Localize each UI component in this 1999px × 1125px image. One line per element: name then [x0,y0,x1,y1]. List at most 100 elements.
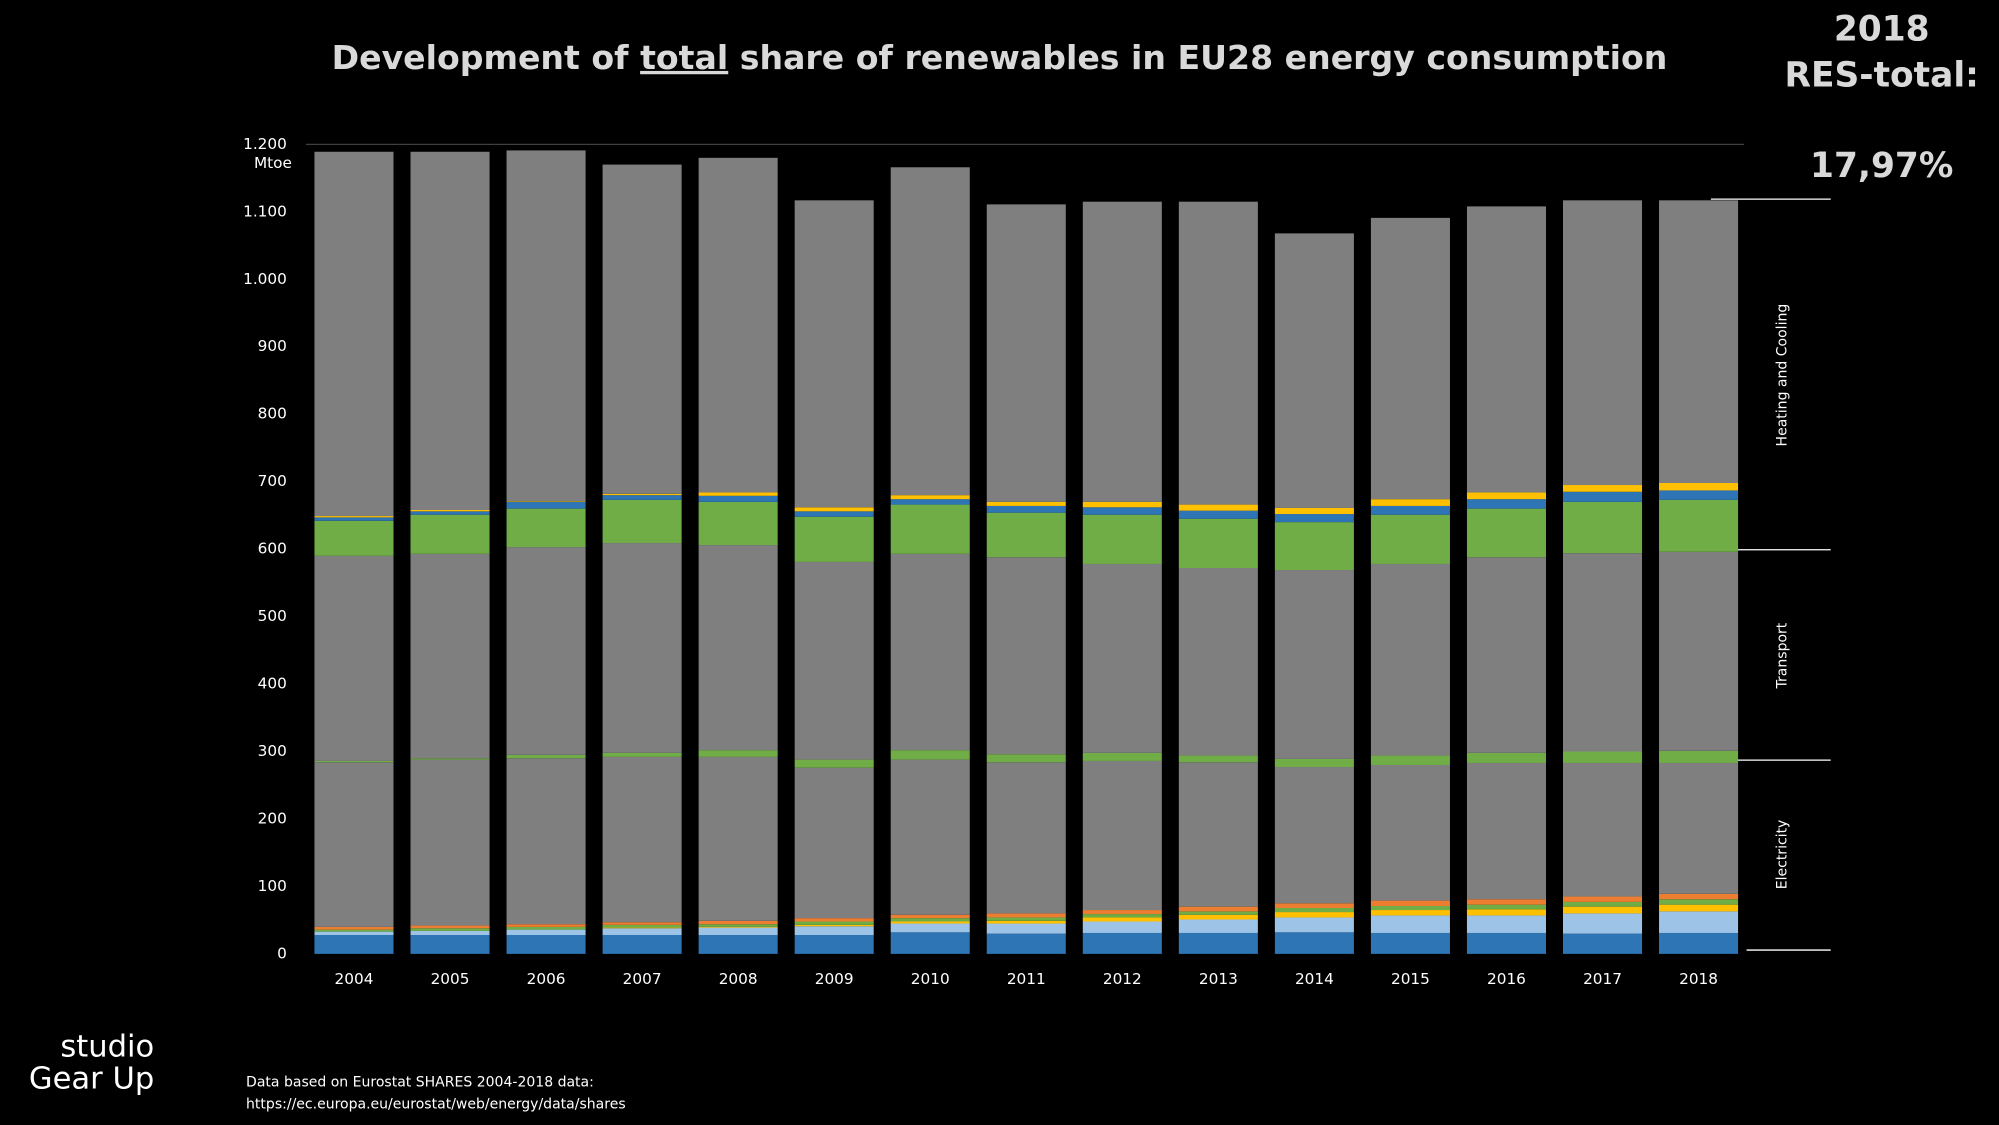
y-tick-label: 1.200 [243,135,287,153]
bar-segment [1082,507,1162,515]
bar-segment [1370,514,1450,564]
y-tick-label: 100 [258,877,287,895]
y-tick-label: 700 [258,472,287,490]
bar-segment [1466,932,1546,954]
bar-segment [890,914,970,919]
bar-segment [698,926,778,928]
bar-segment [1370,755,1450,765]
bar-segment [1274,903,1354,909]
bar-segment [1178,906,1258,912]
x-tick-label: 2005 [431,970,470,988]
bar-segment [1082,914,1162,918]
bar-segment [1659,762,1739,894]
bar-segment [794,918,874,922]
bar-segment [1274,908,1354,913]
bar-segment [1178,568,1258,756]
bar-segment [1659,911,1739,933]
bar-segment [1659,551,1739,751]
bar-segment [1466,206,1546,493]
sector-label: Heating and Cooling [1774,304,1790,447]
bar-segment [794,516,874,562]
x-tick-label: 2014 [1295,970,1334,988]
bar-segment [986,512,1066,558]
bar-segment [986,933,1066,954]
bar-segment [1178,518,1258,569]
bar-segment [314,520,394,556]
bar-segment [1082,760,1162,911]
bar-segment [506,547,586,755]
bar-segment [410,151,490,510]
bar-segment [1082,752,1162,761]
bar-segment [698,157,778,493]
bar-segment [986,557,1066,755]
sector-label: Electricity [1774,820,1790,890]
y-tick-label: 1.100 [243,202,287,220]
bar-segment [698,927,778,935]
bar-segment [1082,910,1162,915]
bar-segment [890,167,970,496]
bar-segment [1178,201,1258,505]
bar-segment [1562,501,1643,554]
bar-segment [1178,911,1258,915]
y-tick-label: 1.000 [243,270,287,288]
bar-segment [794,767,874,919]
bar-segment [410,553,490,759]
bar-segment [1370,563,1450,756]
x-tick-label: 2012 [1103,970,1142,988]
bar-segment [506,929,586,935]
bar-segment [1274,912,1354,918]
bar-segment [1562,485,1643,492]
bar-segment [314,929,394,932]
bar-segment [890,499,970,505]
bar-segment [1562,906,1643,914]
bar-segment [314,555,394,761]
bar-segment [1178,914,1258,920]
y-tick-label: 200 [258,809,287,827]
bar-segment [698,492,778,496]
bar-segment [1274,514,1354,523]
bar-segment [698,920,778,925]
bar-segment [986,501,1066,506]
bar-segment [1082,514,1162,564]
bar-segment [1659,499,1739,552]
bar-segment [794,511,874,517]
bar-segment [986,204,1066,502]
y-tick-label: 600 [258,540,287,558]
chart-title: Development of total share of renewables… [332,37,1668,76]
bar-segment [506,924,586,927]
bar-segment [1082,563,1162,753]
source: https://ec.europa.eu/eurostat/web/energy… [246,1096,626,1112]
bar-segment [1659,483,1739,491]
bar-segment [986,917,1066,921]
bar-segment [1178,755,1258,763]
bar-segment [1370,905,1450,911]
bar-segment [1274,932,1354,954]
bar-segment [698,495,778,502]
y-tick-label: 0 [277,944,287,962]
bar-segment [506,754,586,759]
x-tick-label: 2009 [815,970,854,988]
bar-segment [506,926,586,930]
bar-segment [986,913,1066,918]
x-tick-label: 2006 [527,970,566,988]
bar-segment [602,934,682,954]
bar-segment [1659,899,1739,905]
bar-segment [602,499,682,544]
bar-segment [1370,900,1450,906]
bar-segment [314,931,394,935]
title-part: share of renewables in EU28 energy consu… [728,37,1667,76]
bar-segment [698,501,778,546]
bar-segment [698,756,778,921]
bar-segment [410,509,490,512]
bar-segment [1659,904,1739,912]
bar-segment [1562,901,1643,907]
x-tick-label: 2016 [1487,970,1526,988]
bar-segment [314,517,394,521]
x-tick-label: 2018 [1679,970,1718,988]
bar-segment [314,516,394,518]
bar-segment [890,759,970,915]
bar-segment [986,923,1066,934]
bar-segment [314,151,394,517]
bar-segment [1178,510,1258,519]
